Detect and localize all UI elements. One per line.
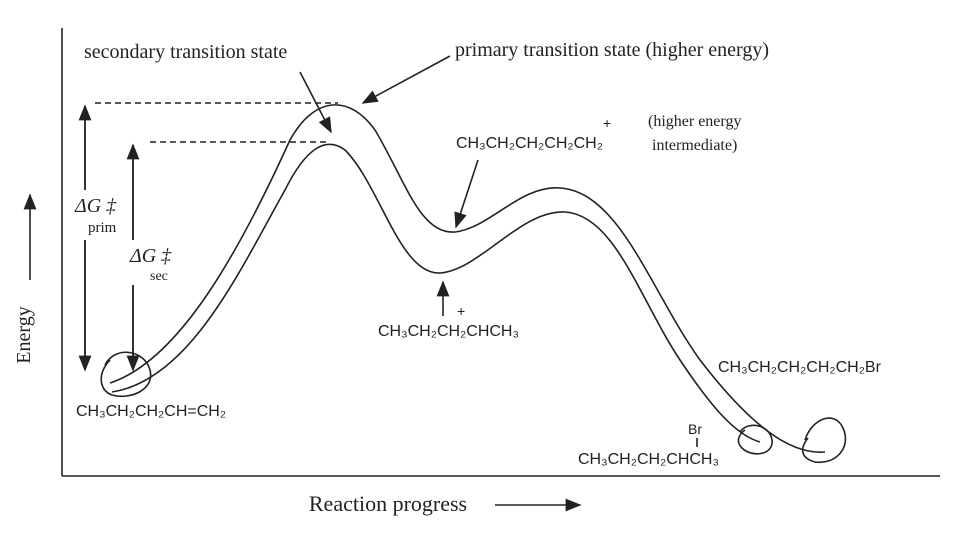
cation-note: (higher energy <box>648 113 741 130</box>
primary-cation: CH₃CH₂CH₂CH₂CH₂ <box>456 135 603 152</box>
scribble <box>737 424 773 455</box>
scribble <box>100 351 152 397</box>
pointer-arrow <box>361 55 451 104</box>
delta-g-sec: ΔG ‡ <box>129 245 172 267</box>
delta-g-sec-sub: sec <box>150 269 168 284</box>
x-axis-label: Reaction progress <box>309 491 467 516</box>
cation-note: intermediate) <box>652 137 737 154</box>
substituent: Br <box>688 421 702 437</box>
pointer-arrow <box>454 159 479 229</box>
delta-g-prim-sub: prim <box>88 220 117 236</box>
primary-path-curve <box>109 104 826 453</box>
y-axis-label: Energy <box>13 306 35 363</box>
label-backdrop <box>120 240 175 285</box>
reactant: CH₃CH₂CH₂CH=CH₂ <box>76 403 226 420</box>
secondary-product: CH₃CH₂CH₂CHCH₃ <box>578 451 719 468</box>
charge: + <box>457 303 465 319</box>
secondary-path-curve <box>111 143 761 443</box>
primary-ts-label: primary transition state (higher energy) <box>455 39 769 61</box>
label-backdrop <box>70 190 120 240</box>
charge: + <box>603 115 611 131</box>
pointer-arrow <box>299 71 332 134</box>
secondary-cation: CH₃CH₂CH₂CHCH₃ <box>378 323 519 340</box>
primary-product: CH₃CH₂CH₂CH₂CH₂Br <box>718 359 882 376</box>
secondary-ts-label: secondary transition state <box>84 41 287 63</box>
scribble <box>801 417 847 464</box>
delta-g-prim: ΔG ‡ <box>74 195 117 217</box>
